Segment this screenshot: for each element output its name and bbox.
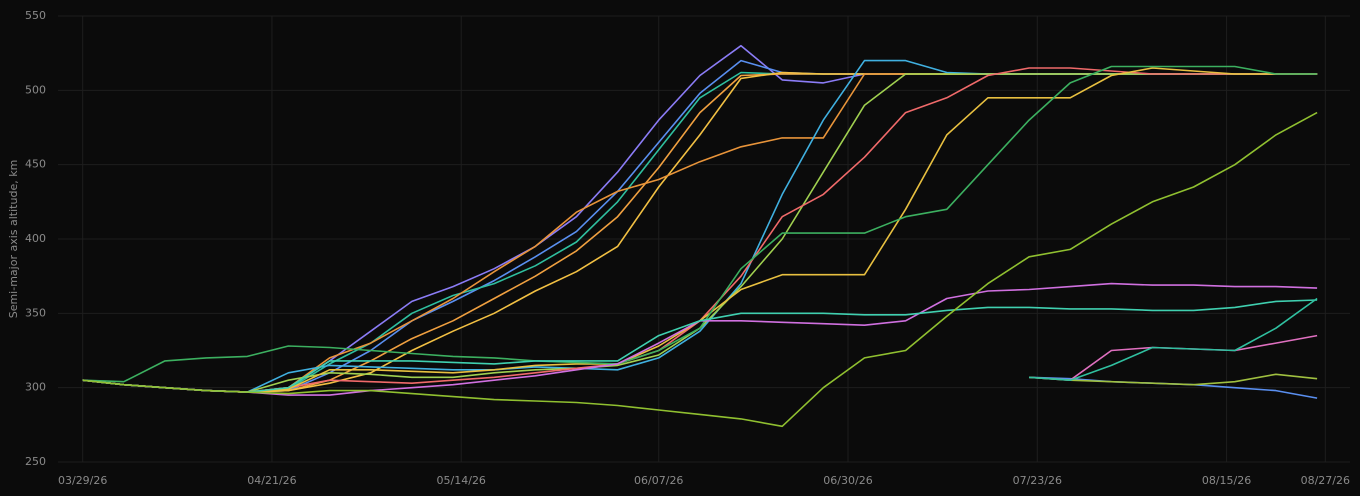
series-line	[82, 67, 1318, 393]
series-line	[82, 111, 1318, 428]
series-line	[82, 65, 1318, 383]
y-tick-label: 550	[25, 9, 46, 22]
x-tick-label: 06/07/26	[634, 474, 683, 487]
x-tick-label: 07/23/26	[1013, 474, 1062, 487]
y-tick-label: 300	[25, 381, 46, 394]
x-tick-label: 06/30/26	[823, 474, 872, 487]
series-line	[82, 59, 1318, 393]
y-tick-label: 500	[25, 83, 46, 96]
x-tick-label: 08/27/26	[1301, 474, 1350, 487]
series-line	[82, 71, 1318, 393]
series-line	[82, 73, 1318, 393]
series-line	[1029, 334, 1318, 381]
x-tick-label: 08/15/26	[1202, 474, 1251, 487]
y-tick-label: 400	[25, 232, 46, 245]
series-line	[82, 59, 1318, 393]
series-line	[82, 73, 1318, 393]
y-tick-label: 450	[25, 158, 46, 171]
series-line	[82, 282, 1318, 396]
x-tick-label: 03/29/26	[58, 474, 107, 487]
y-axis-label: Semi-major axis altitude, km	[7, 160, 20, 319]
series-line	[82, 73, 1318, 393]
series-line	[82, 71, 1318, 393]
series-line	[1029, 373, 1318, 386]
x-tick-label: 04/21/26	[247, 474, 296, 487]
series-line	[1029, 297, 1318, 381]
y-tick-label: 250	[25, 455, 46, 468]
y-tick-label: 350	[25, 306, 46, 319]
x-tick-label: 05/14/26	[437, 474, 486, 487]
series-line	[82, 299, 1318, 393]
series-line	[82, 67, 1318, 393]
